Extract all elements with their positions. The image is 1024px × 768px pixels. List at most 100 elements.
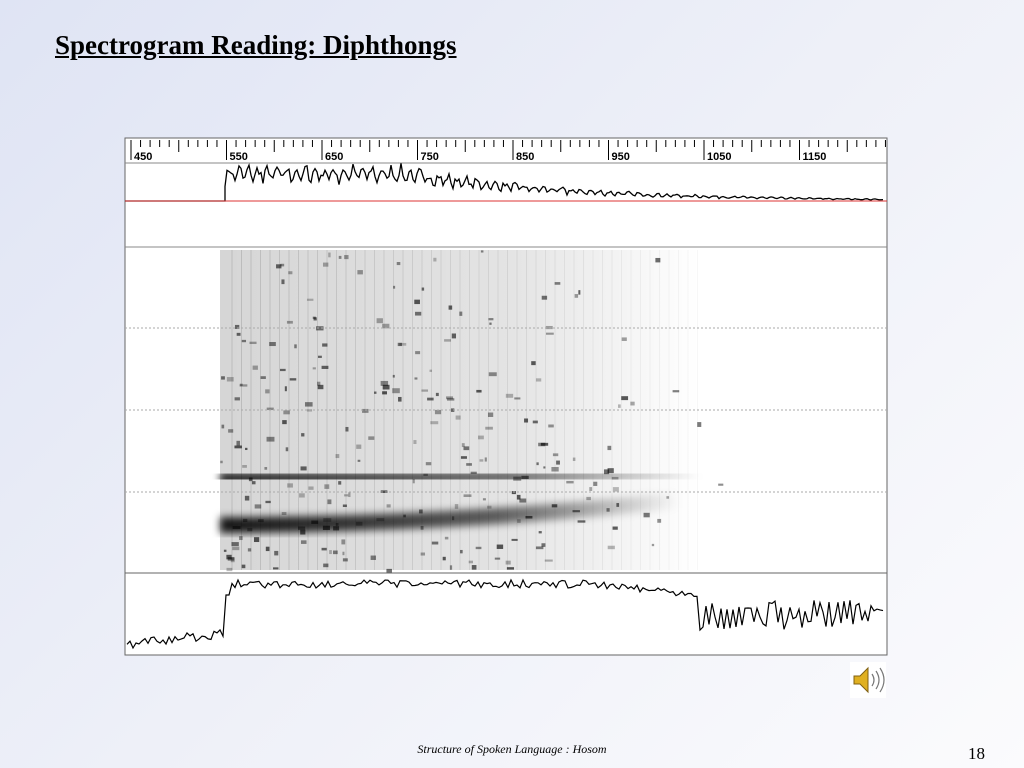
- time-ruler: 450 550 650 750 850 950 1050 1150: [130, 140, 886, 163]
- noise-speck: [380, 490, 388, 493]
- noise-speck: [484, 457, 487, 462]
- noise-speck: [463, 446, 470, 451]
- noise-speck: [335, 454, 340, 459]
- noise-speck: [612, 487, 619, 492]
- noise-speck: [421, 389, 429, 392]
- noise-speck: [535, 378, 542, 382]
- noise-speck: [322, 343, 328, 347]
- noise-speck: [221, 376, 225, 380]
- noise-speck: [241, 564, 246, 569]
- noise-speck: [554, 282, 561, 285]
- noise-speck: [494, 557, 501, 560]
- noise-speck: [356, 444, 362, 449]
- noise-speck: [657, 518, 662, 523]
- noise-speck: [260, 376, 266, 379]
- noise-speck: [397, 342, 402, 347]
- noise-speck: [344, 494, 349, 497]
- noise-speck: [266, 407, 274, 411]
- noise-speck: [455, 415, 461, 420]
- noise-speck: [357, 270, 363, 275]
- noise-speck: [221, 424, 225, 429]
- noise-speck: [294, 344, 297, 349]
- noise-speck: [312, 316, 316, 319]
- ruler-label: 550: [230, 151, 248, 163]
- noise-speck: [586, 496, 591, 501]
- noise-speck: [266, 436, 275, 442]
- formant-band: [219, 492, 681, 533]
- noise-speck: [643, 512, 650, 518]
- noise-speck: [244, 495, 250, 501]
- noise-speck: [328, 252, 331, 258]
- noise-speck: [274, 550, 279, 556]
- noise-speck: [368, 436, 375, 440]
- noise-speck: [552, 453, 559, 457]
- noise-speck: [435, 392, 439, 397]
- noise-speck: [286, 320, 293, 324]
- noise-speck: [487, 412, 494, 417]
- noise-speck: [460, 456, 467, 459]
- noise-speck: [300, 466, 307, 471]
- noise-speck: [544, 559, 553, 562]
- noise-speck: [413, 440, 417, 445]
- noise-speck: [543, 466, 546, 469]
- noise-speck: [386, 504, 391, 508]
- noise-speck: [548, 424, 554, 428]
- spectrogram-figure: 450 550 650 750 850 950 1050 1150: [124, 137, 888, 698]
- noise-speck: [566, 480, 574, 484]
- noise-speck: [476, 389, 482, 393]
- noise-speck: [283, 410, 290, 415]
- noise-speck: [538, 531, 542, 534]
- noise-speck: [414, 377, 418, 380]
- noise-speck: [342, 504, 347, 508]
- noise-speck: [524, 418, 529, 423]
- noise-speck: [234, 445, 242, 449]
- noise-speck: [386, 568, 392, 573]
- noise-speck: [265, 389, 270, 394]
- noise-speck: [220, 460, 223, 464]
- noise-speck: [313, 317, 317, 321]
- frequency-lines: [125, 327, 887, 493]
- noise-speck: [506, 567, 515, 570]
- noise-speck: [245, 447, 248, 451]
- noise-speck: [449, 565, 453, 570]
- noise-speck: [430, 421, 439, 425]
- ruler-label: 750: [421, 151, 439, 163]
- noise-speck: [284, 386, 287, 392]
- noise-speck: [308, 486, 314, 490]
- noise-speck: [234, 324, 240, 329]
- noise-speck: [323, 563, 329, 568]
- noise-speck: [578, 290, 581, 295]
- noise-speck: [357, 459, 361, 462]
- noise-speck: [574, 294, 579, 298]
- noise-speck: [281, 512, 287, 515]
- noise-speck: [327, 499, 332, 505]
- noise-speck: [485, 426, 493, 430]
- speaker-icon[interactable]: [850, 662, 886, 698]
- noise-speck: [551, 466, 559, 472]
- noise-speck: [382, 384, 390, 390]
- noise-speck: [227, 557, 235, 561]
- noise-speck: [322, 262, 329, 267]
- ruler-label: 1050: [707, 151, 731, 163]
- page-number: 18: [968, 744, 985, 763]
- footer: Structure of Spoken Language : Hosom: [417, 742, 607, 756]
- noise-speck: [577, 520, 586, 523]
- noise-speck: [265, 500, 271, 504]
- noise-speck: [380, 380, 389, 386]
- noise-speck: [236, 440, 240, 446]
- noise-speck: [572, 457, 576, 461]
- noise-speck: [279, 368, 286, 372]
- noise-speck: [342, 558, 348, 562]
- noise-speck: [514, 397, 521, 400]
- noise-speck: [672, 390, 680, 393]
- noise-speck: [444, 339, 452, 342]
- noise-speck: [450, 408, 455, 412]
- noise-speck: [447, 398, 455, 401]
- noise-speck: [621, 337, 627, 341]
- noise-speck: [312, 367, 316, 370]
- noise-speck: [254, 504, 262, 509]
- noise-speck: [376, 318, 383, 324]
- noise-speck: [420, 552, 426, 556]
- noise-speck: [519, 498, 527, 503]
